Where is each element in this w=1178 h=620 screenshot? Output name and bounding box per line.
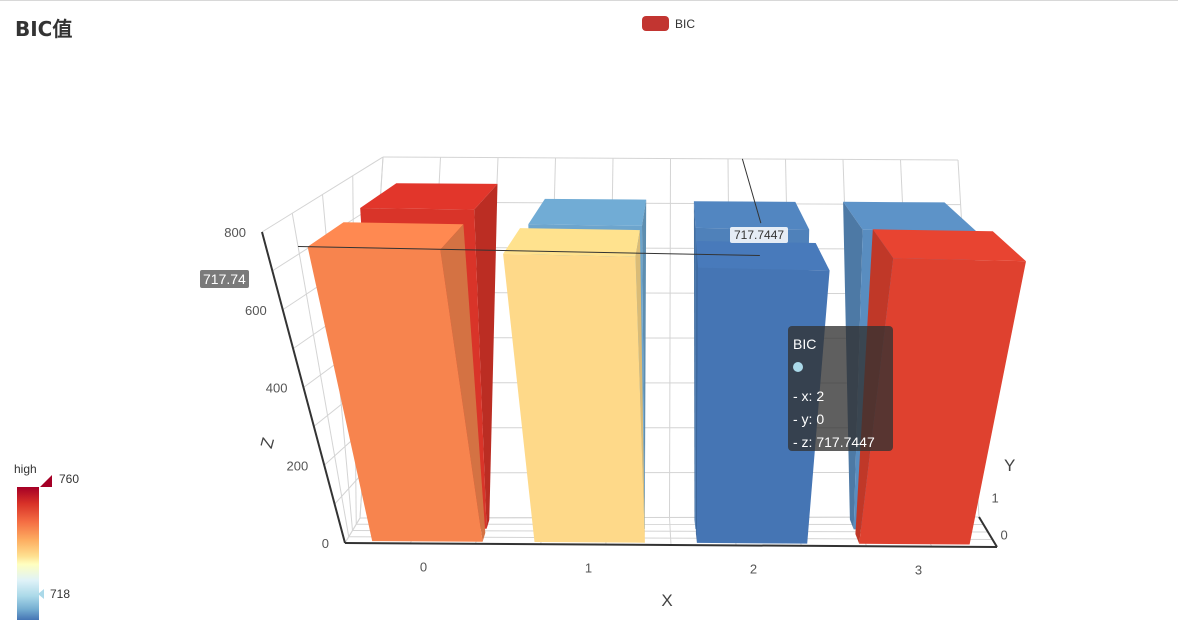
tooltip-z: - z: 717.7447 (793, 434, 875, 450)
bar-face (360, 183, 498, 210)
z-tick-label: 800 (224, 225, 246, 240)
bar-face (859, 258, 1026, 545)
visual-map-max-handle[interactable] (40, 473, 54, 487)
bar-face (635, 230, 645, 543)
bar-face (307, 246, 483, 542)
z-tick-label: 600 (245, 303, 267, 318)
bar-face (440, 224, 486, 542)
y-axis-line (978, 516, 998, 548)
x-tick-label: 1 (585, 561, 592, 576)
bar-x1-y0[interactable] (503, 228, 645, 543)
z-tick-label: 400 (266, 381, 288, 396)
bar-face (693, 201, 696, 530)
y-tick-label: 0 (1001, 528, 1008, 543)
bar-face (503, 228, 640, 257)
tooltip: BIC - x: 2 - y: 0 - z: 717.7447 (788, 326, 893, 451)
z-axis-name: Z (257, 435, 278, 450)
bar-value-label: 717.7447 (730, 227, 789, 243)
bar-face (695, 241, 698, 543)
bar-face (696, 241, 830, 271)
bar-face (642, 199, 647, 529)
tooltip-x: - x: 2 (793, 388, 825, 404)
x-tick-label: 0 (420, 560, 427, 575)
visual-map-max-label: 760 (59, 472, 80, 486)
z-tick-label: 0 (322, 536, 329, 551)
x-tick-label: 3 (915, 563, 922, 578)
bar-face (474, 183, 498, 529)
x-axis-line (344, 542, 998, 548)
tooltip-y: - y: 0 (793, 411, 825, 427)
chart-title: BIC值 (15, 17, 73, 41)
grid-line (382, 156, 959, 161)
legend-item-bic[interactable]: BIC (642, 16, 695, 31)
tooltip-series: BIC (793, 336, 817, 352)
z-tick-label: 200 (287, 458, 309, 473)
axis-pointer-line (298, 246, 760, 257)
bar-face (872, 229, 1026, 262)
bar-face (528, 198, 647, 226)
top-divider (0, 0, 1178, 1)
bar-face (503, 253, 645, 543)
legend-label: BIC (675, 16, 696, 31)
x-axis-name: X (661, 591, 672, 610)
axis-pointer-line (741, 158, 762, 224)
grid-line (291, 213, 350, 537)
bar-face (307, 222, 464, 250)
legend-swatch (642, 16, 669, 31)
y-axis-name: Y (1004, 456, 1015, 475)
z-axis-line (261, 231, 346, 544)
bar-face (693, 201, 810, 230)
bar-x0-y0[interactable] (307, 222, 486, 542)
x-tick-label: 2 (750, 562, 757, 577)
visual-map-min-handle[interactable] (38, 589, 46, 599)
visual-map-min-label: 718 (50, 587, 71, 601)
visual-map-gradient[interactable] (17, 487, 39, 620)
tooltip-marker-icon (793, 362, 803, 372)
y-tick-label: 1 (992, 491, 999, 506)
z-axis-pointer-label: 717.74 (200, 270, 249, 288)
bar-face (843, 201, 977, 232)
visual-map-high-text: high (14, 462, 37, 476)
